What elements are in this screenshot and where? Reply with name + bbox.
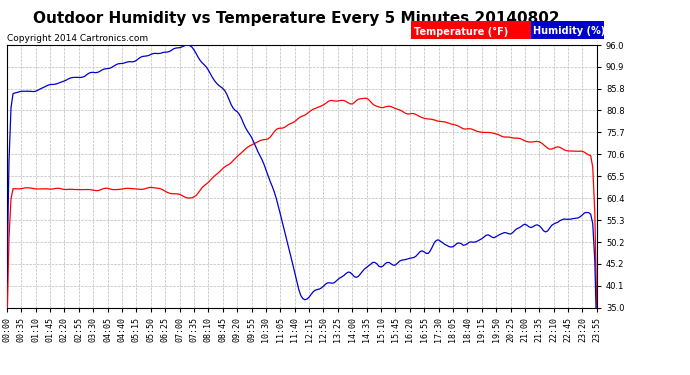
Text: Temperature (°F): Temperature (°F) bbox=[414, 27, 509, 36]
Text: Humidity (%): Humidity (%) bbox=[533, 27, 605, 36]
Text: Copyright 2014 Cartronics.com: Copyright 2014 Cartronics.com bbox=[7, 34, 148, 43]
Text: Outdoor Humidity vs Temperature Every 5 Minutes 20140802: Outdoor Humidity vs Temperature Every 5 … bbox=[33, 11, 560, 26]
